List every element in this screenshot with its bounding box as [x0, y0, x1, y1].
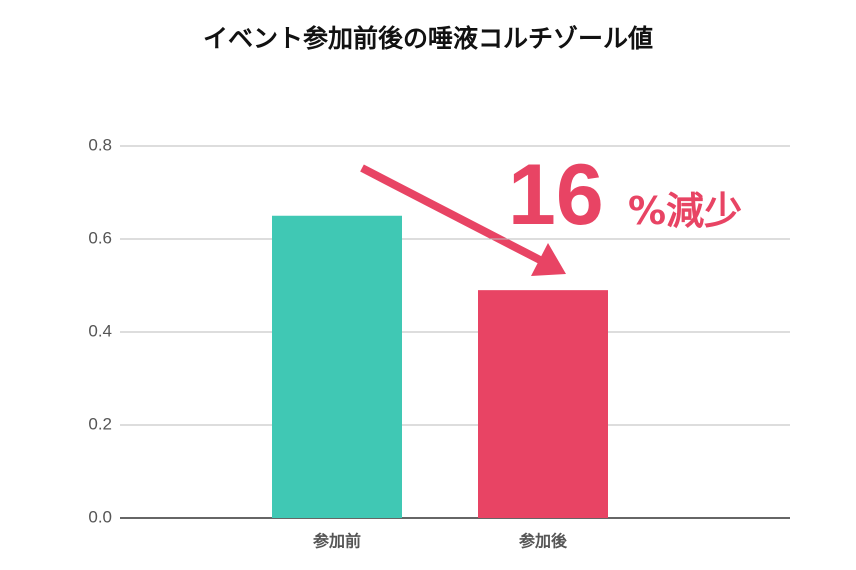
- x-tick-label: 参加後: [519, 532, 568, 551]
- y-tick-label: 0.8: [88, 135, 112, 154]
- bar: [478, 290, 608, 518]
- chart-title: イベント参加前後の唾液コルチゾール値: [203, 24, 653, 53]
- y-tick-label: 0.6: [88, 228, 112, 247]
- arrow-shaft: [360, 164, 542, 264]
- y-tick-label: 0.0: [88, 507, 112, 526]
- y-tick-label: 0.2: [88, 414, 112, 433]
- arrow-head: [531, 243, 566, 276]
- annotation-suffix: %減少: [628, 189, 742, 233]
- y-tick-label: 0.4: [88, 321, 112, 340]
- bar: [272, 215, 402, 518]
- x-tick-label: 参加前: [313, 532, 361, 551]
- annotation-number: 16: [508, 147, 604, 243]
